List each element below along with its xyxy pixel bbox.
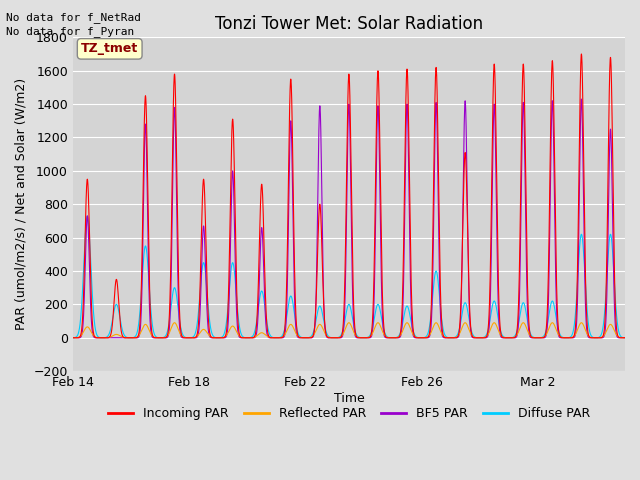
- X-axis label: Time: Time: [333, 392, 364, 405]
- Text: TZ_tmet: TZ_tmet: [81, 42, 138, 55]
- Text: No data for f_Pyran: No data for f_Pyran: [6, 26, 134, 37]
- Text: No data for f_NetRad: No data for f_NetRad: [6, 12, 141, 23]
- Legend: Incoming PAR, Reflected PAR, BF5 PAR, Diffuse PAR: Incoming PAR, Reflected PAR, BF5 PAR, Di…: [103, 402, 595, 425]
- Y-axis label: PAR (umol/m2/s) / Net and Solar (W/m2): PAR (umol/m2/s) / Net and Solar (W/m2): [15, 78, 28, 330]
- Title: Tonzi Tower Met: Solar Radiation: Tonzi Tower Met: Solar Radiation: [215, 15, 483, 33]
